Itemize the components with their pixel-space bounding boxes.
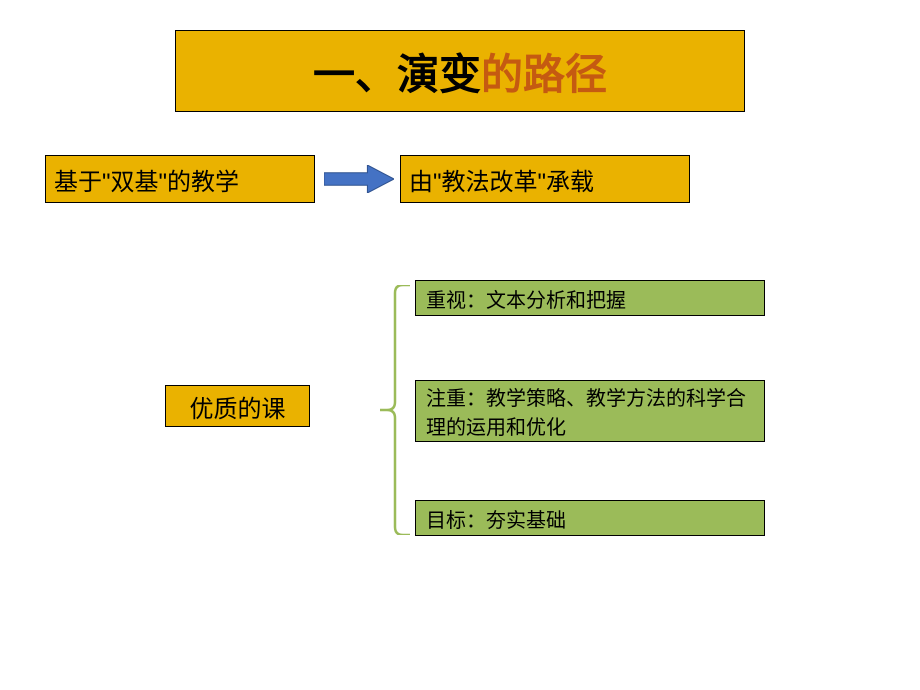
quality-box: 优质的课	[165, 385, 310, 427]
green-item-3: 目标：夯实基础	[415, 500, 765, 536]
bracket-icon	[380, 285, 410, 535]
arrow-right-icon	[324, 165, 394, 193]
row1-right-box: 由"教法改革"承载	[400, 155, 690, 203]
title-banner: 一、演变的路径	[175, 30, 745, 112]
green-item-2-text: 注重：教学策略、教学方法的科学合理的运用和优化	[416, 378, 764, 444]
green-item-2: 注重：教学策略、教学方法的科学合理的运用和优化	[415, 380, 765, 442]
title-part2: 的路径	[481, 51, 607, 98]
green-item-1-text: 重视：文本分析和把握	[416, 280, 636, 317]
title-part1: 一、演变	[313, 51, 481, 98]
green-item-3-text: 目标：夯实基础	[416, 500, 576, 537]
row1-right-text: 由"教法改革"承载	[401, 162, 594, 197]
quality-text: 优质的课	[166, 389, 309, 424]
row1-left-text: 基于"双基"的教学	[46, 162, 239, 197]
green-item-1: 重视：文本分析和把握	[415, 280, 765, 316]
row1-left-box: 基于"双基"的教学	[45, 155, 315, 203]
